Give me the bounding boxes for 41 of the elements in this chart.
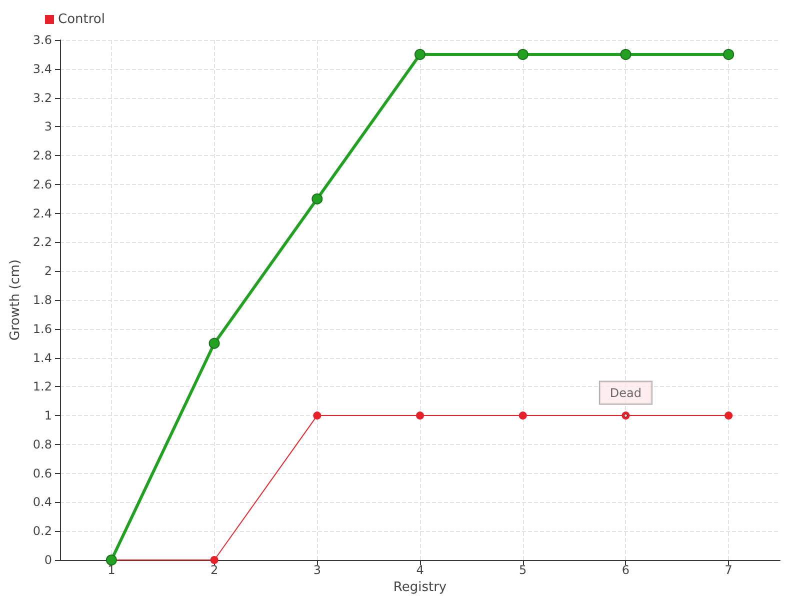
y-tick-label: 3.6 xyxy=(32,33,52,47)
point xyxy=(517,48,528,60)
x-tick-label: 4 xyxy=(416,563,424,577)
y-tick-label: 0 xyxy=(44,553,52,567)
point xyxy=(208,338,220,349)
point xyxy=(724,412,733,420)
y-tick-label: 1.6 xyxy=(32,322,52,336)
y-tick-label: 2.4 xyxy=(32,206,52,220)
x-axis-title: Registry xyxy=(393,580,447,595)
y-tick-label: 3.4 xyxy=(32,62,52,76)
point xyxy=(518,412,527,420)
x-tick-label: 6 xyxy=(622,563,630,577)
point xyxy=(723,48,734,60)
point xyxy=(414,48,426,60)
y-tick-label: 1.2 xyxy=(32,380,52,394)
point xyxy=(312,193,323,204)
y-tick-label: 1.4 xyxy=(32,350,52,365)
x-tick-label: 3 xyxy=(313,563,321,577)
annotation: Dead xyxy=(610,386,642,400)
y-tick-label: 3.2 xyxy=(32,90,52,105)
legend-label: Control xyxy=(58,12,105,27)
y-tick-label: 0.4 xyxy=(32,495,52,510)
y-tick-label: 0.2 xyxy=(32,524,52,538)
point xyxy=(620,48,632,60)
x-tick-label: 7 xyxy=(724,563,732,577)
x-tick-label: 2 xyxy=(210,563,218,577)
point xyxy=(416,412,424,420)
y-tick-label: 2.2 xyxy=(32,235,52,250)
x-tick-label: 5 xyxy=(519,563,527,577)
point xyxy=(313,412,322,420)
y-tick-label: 2.6 xyxy=(32,177,52,192)
y-tick-label: 2 xyxy=(44,264,52,278)
y-tick-label: 2.8 xyxy=(32,148,52,163)
point xyxy=(210,556,218,564)
x-tick-label: 1 xyxy=(108,563,116,577)
y-axis-title: Growth (cm) xyxy=(8,259,24,341)
y-tick-label: 3 xyxy=(44,120,52,134)
y-tick-label: 0.8 xyxy=(32,437,52,452)
y-tick-label: 0.6 xyxy=(32,466,52,480)
y-tick-label: 1 xyxy=(44,408,52,423)
y-tick-label: 1.8 xyxy=(32,293,52,307)
